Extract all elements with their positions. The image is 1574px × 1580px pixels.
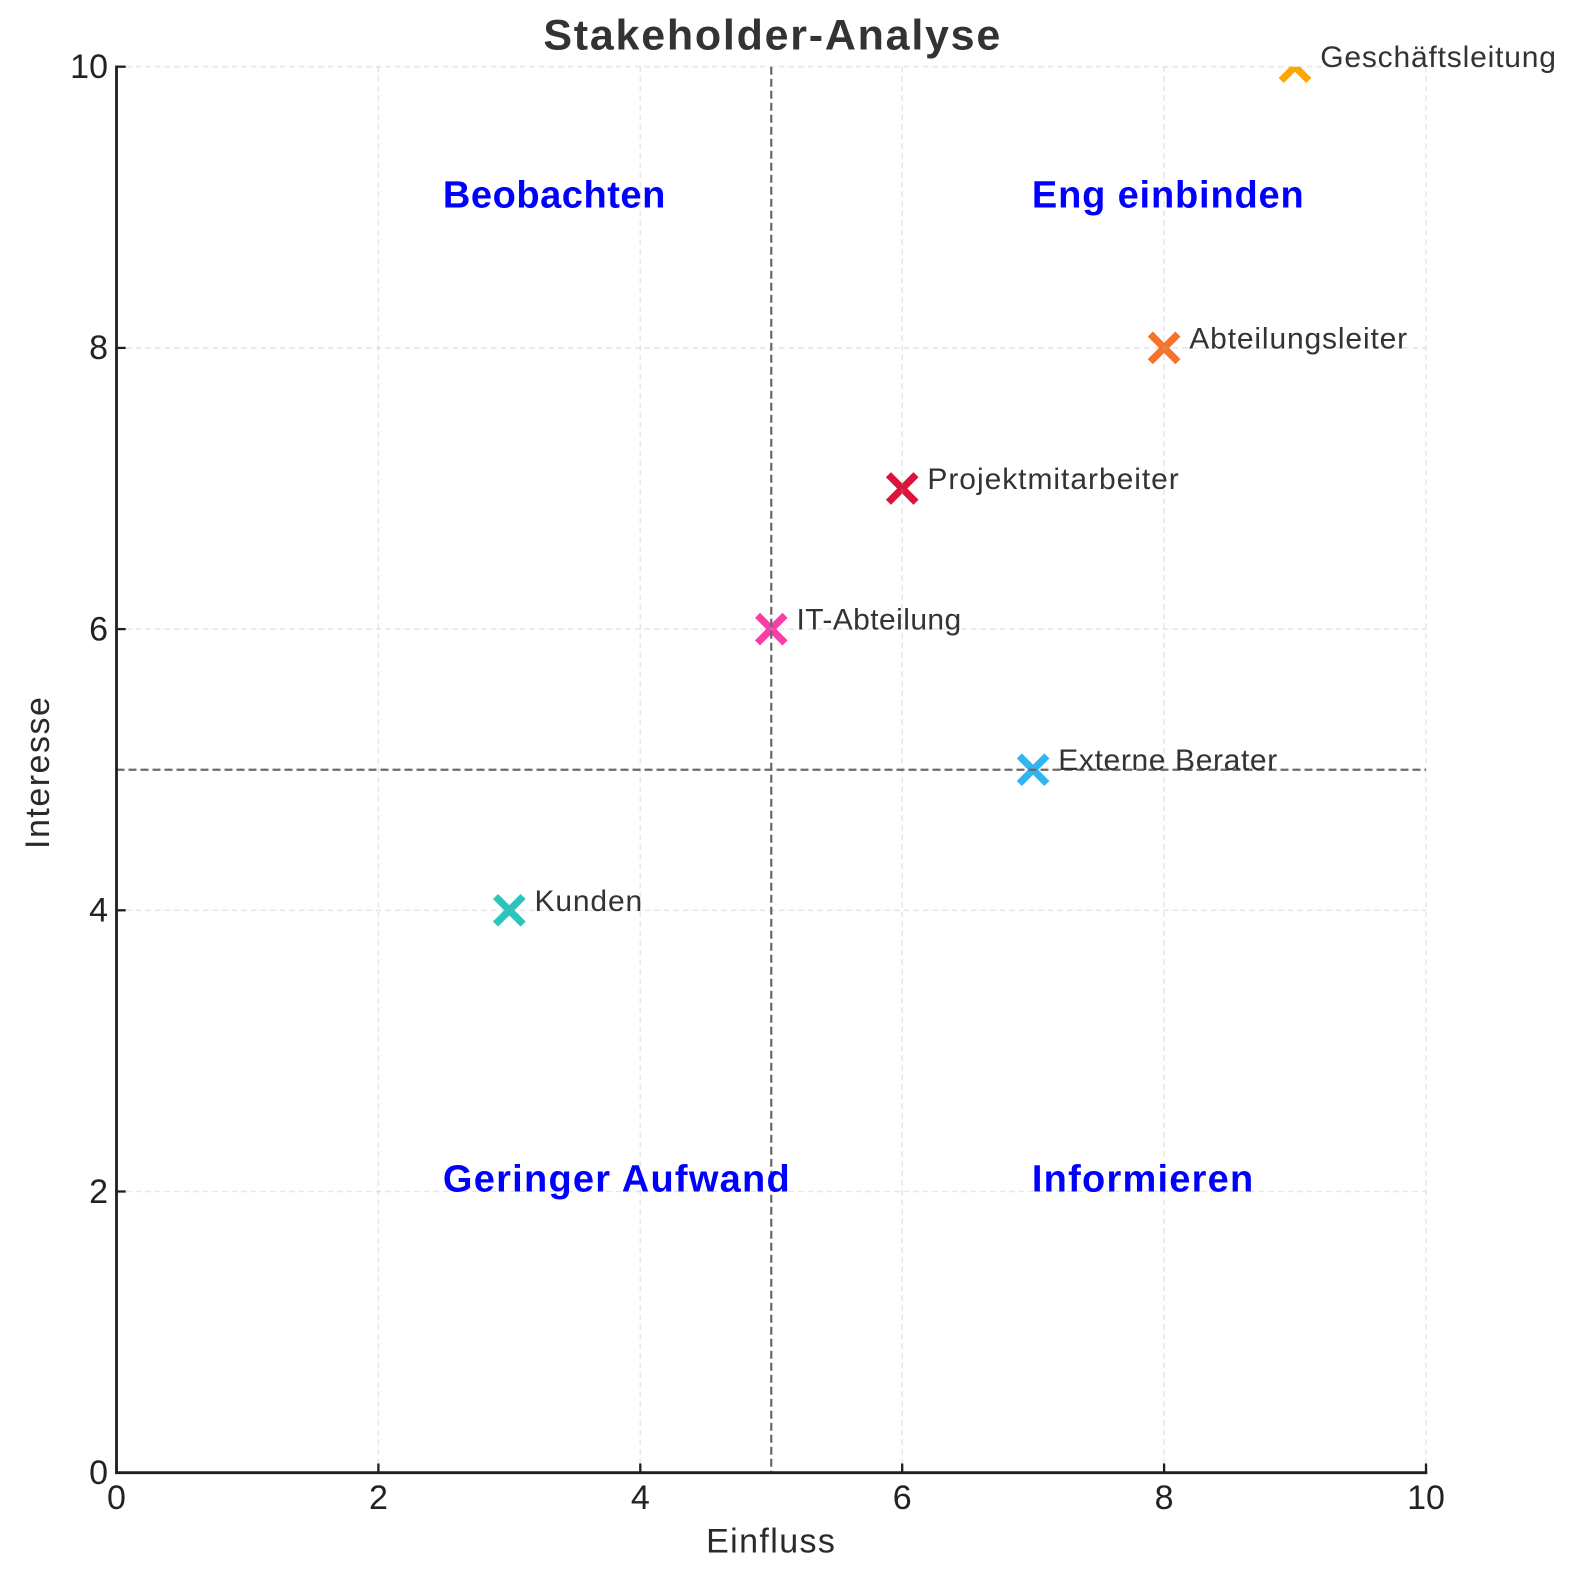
- svg-text:6: 6: [89, 610, 108, 648]
- svg-text:10: 10: [1407, 1479, 1445, 1517]
- svg-text:8: 8: [89, 329, 108, 367]
- svg-text:Projektmitarbeiter: Projektmitarbeiter: [927, 463, 1179, 496]
- svg-text:2: 2: [369, 1479, 388, 1517]
- svg-text:Geschäftsleitung: Geschäftsleitung: [1320, 41, 1557, 74]
- svg-text:Geringer Aufwand: Geringer Aufwand: [443, 1159, 791, 1201]
- svg-text:Interesse: Interesse: [19, 696, 57, 849]
- svg-text:Externe Berater: Externe Berater: [1058, 744, 1278, 777]
- svg-text:4: 4: [89, 892, 108, 930]
- svg-text:Informieren: Informieren: [1032, 1159, 1255, 1201]
- svg-text:2: 2: [89, 1173, 108, 1211]
- svg-text:6: 6: [893, 1479, 912, 1517]
- svg-text:0: 0: [107, 1479, 126, 1517]
- svg-text:Eng einbinden: Eng einbinden: [1032, 174, 1305, 216]
- svg-text:Stakeholder-Analyse: Stakeholder-Analyse: [543, 12, 1002, 60]
- svg-text:Beobachten: Beobachten: [443, 174, 666, 216]
- svg-text:Kunden: Kunden: [535, 885, 644, 918]
- svg-text:Einfluss: Einfluss: [706, 1523, 836, 1561]
- svg-text:4: 4: [631, 1479, 650, 1517]
- svg-text:8: 8: [1155, 1479, 1174, 1517]
- svg-text:IT-Abteilung: IT-Abteilung: [797, 604, 962, 637]
- svg-text:10: 10: [70, 48, 108, 86]
- svg-text:Abteilungsleiter: Abteilungsleiter: [1189, 322, 1408, 355]
- svg-text:0: 0: [89, 1454, 108, 1492]
